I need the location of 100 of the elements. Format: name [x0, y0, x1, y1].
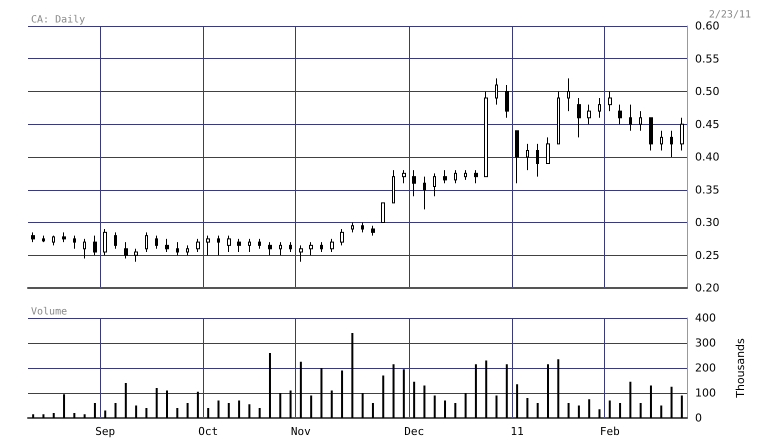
bar: [320, 368, 322, 418]
candlestick: [258, 238, 261, 250]
x-tick-label: 11: [510, 425, 524, 438]
candlestick: [381, 202, 385, 223]
bar: [186, 403, 189, 418]
candlestick: [114, 232, 117, 250]
candlestick: [392, 170, 395, 204]
bar: [485, 360, 488, 418]
bar: [73, 413, 76, 418]
x-tick-label: Sep: [95, 425, 116, 438]
candlestick: [206, 235, 210, 256]
y-tick-label: 200: [695, 362, 716, 374]
x-tick-label: Nov: [290, 425, 312, 438]
bar: [546, 364, 549, 418]
candlestick: [309, 242, 313, 256]
candlestick: [83, 238, 86, 260]
bar: [526, 398, 528, 418]
candlestick: [474, 170, 478, 184]
candlestick: [608, 91, 612, 112]
y-tick-label: 0.60: [695, 20, 720, 32]
bar: [310, 396, 312, 418]
bar: [330, 390, 333, 418]
bar: [670, 386, 673, 418]
bar: [392, 364, 395, 418]
bar: [568, 403, 570, 418]
candlestick: [371, 225, 375, 236]
bar: [114, 403, 117, 418]
bar: [238, 400, 240, 418]
bar: [619, 403, 622, 418]
candlestick: [505, 84, 509, 118]
bar: [629, 382, 632, 418]
bar: [536, 403, 539, 418]
chart-title: CA: Daily: [31, 14, 86, 26]
bar: [423, 386, 426, 418]
candlestick: [134, 248, 138, 262]
candlestick: [124, 242, 128, 260]
candlestick: [361, 222, 364, 233]
candlestick: [454, 170, 457, 184]
bar: [124, 383, 127, 418]
bar: [640, 403, 642, 418]
bar: [268, 353, 271, 418]
candlestick: [52, 235, 55, 246]
candlestick: [268, 242, 272, 256]
bar: [104, 410, 106, 418]
bar: [608, 400, 611, 418]
candlestick: [299, 244, 303, 262]
candlestick: [145, 232, 148, 252]
bar: [598, 409, 600, 418]
candlestick: [42, 235, 45, 243]
bar: [362, 393, 364, 418]
candlestick: [515, 130, 519, 184]
bar: [52, 413, 55, 418]
candlestick: [279, 242, 282, 256]
bar: [351, 333, 354, 418]
candlestick: [577, 98, 581, 138]
bar: [516, 384, 518, 418]
y-axis-title: Thousands: [734, 338, 747, 399]
candlestick: [320, 242, 323, 252]
bar: [434, 396, 436, 418]
candlestick: [402, 170, 406, 184]
bar: [444, 400, 446, 418]
bar: [63, 394, 66, 418]
bar: [94, 403, 96, 418]
candlestick: [186, 244, 189, 256]
bar: [578, 406, 580, 418]
bar: [402, 369, 405, 418]
bar: [166, 390, 168, 418]
candlestick: [536, 143, 539, 178]
y-tick-label: 0: [695, 412, 702, 424]
candlestick: [546, 136, 550, 164]
bar: [341, 370, 344, 418]
candlestick: [227, 235, 231, 252]
candlestick: [103, 228, 107, 256]
bar: [84, 414, 86, 418]
bar: [660, 406, 662, 418]
y-tick-label: 0.45: [695, 118, 720, 131]
bar: [588, 399, 590, 418]
bar: [290, 390, 292, 418]
candlestick: [237, 238, 241, 252]
bar: [474, 364, 477, 418]
bar: [248, 404, 250, 418]
bar: [228, 403, 230, 418]
candlestick: [176, 242, 179, 256]
candlestick: [62, 232, 66, 243]
candlestick: [587, 104, 591, 125]
candlestick: [618, 104, 622, 125]
bar: [176, 408, 178, 418]
candlestick: [670, 130, 673, 158]
y-tick-label: 0.20: [695, 282, 720, 294]
candlestick: [598, 98, 601, 118]
y-tick-label: 300: [695, 336, 716, 350]
y-tick-label: 0.40: [695, 150, 720, 164]
candlestick: [557, 91, 560, 144]
bar: [32, 414, 34, 418]
bar: [496, 396, 498, 418]
candlestick: [423, 176, 426, 210]
bar: [217, 400, 220, 418]
y-tick-label: 400: [695, 312, 716, 324]
y-tick-label: 0.55: [695, 52, 720, 66]
bar: [196, 392, 199, 418]
